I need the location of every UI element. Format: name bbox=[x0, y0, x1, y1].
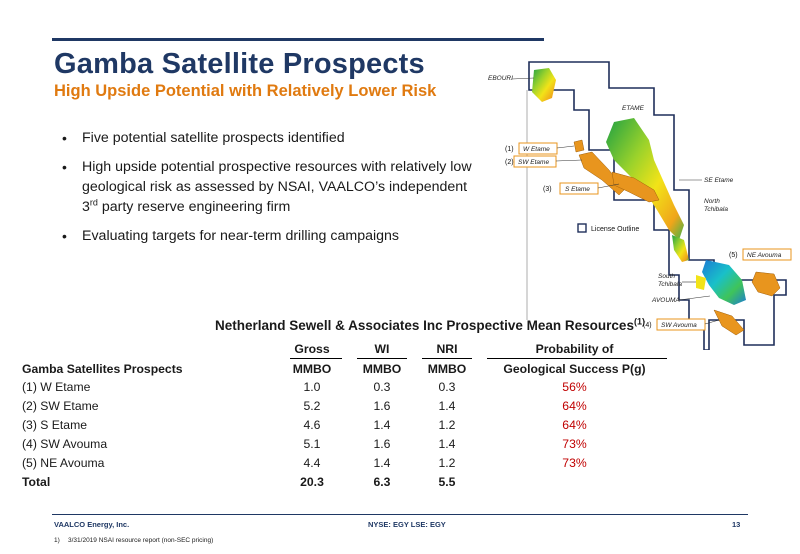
se-etame-label: SE Etame bbox=[704, 177, 734, 184]
prob-header-underline bbox=[487, 358, 667, 359]
table-total-row: Total 20.3 6.3 5.5 bbox=[22, 475, 456, 489]
table-title: Netherland Sewell & Associates Inc Prosp… bbox=[215, 316, 645, 333]
prospect-num-5: (5) bbox=[729, 252, 738, 259]
sw-avouma-prospect bbox=[713, 309, 745, 336]
w-etame-prospect bbox=[573, 139, 585, 153]
sw-etame-prospect bbox=[578, 151, 625, 196]
prospect-num-4: (4) bbox=[643, 322, 652, 329]
sw-etame-label: SW Etame bbox=[518, 159, 549, 166]
prospect-num-1: (1) bbox=[505, 146, 514, 153]
avouma-label: AVOUMA bbox=[651, 297, 680, 304]
prospect-map: EBOURI ETAME (1) W Etame (2) SW Etame (3… bbox=[488, 61, 792, 350]
avouma-field bbox=[702, 260, 746, 305]
ebouri-field bbox=[532, 68, 556, 102]
south-tchibala-label-1: South bbox=[658, 273, 675, 280]
north-tchibala-label-2: Tchibala bbox=[704, 206, 728, 213]
etame-label: ETAME bbox=[622, 105, 645, 112]
table-row: (4) SW Avouma 5.1 1.6 1.4 73% bbox=[22, 437, 587, 451]
s-etame-label: S Etame bbox=[565, 186, 590, 193]
south-tchibala-field bbox=[696, 275, 706, 290]
bullet-list: Five potential satellite prospects ident… bbox=[62, 128, 482, 255]
table-header-row-top: Gross WI NRI Probability of bbox=[294, 342, 614, 356]
page-subtitle: High Upside Potential with Relatively Lo… bbox=[54, 82, 437, 100]
table-row: (2) SW Etame 5.2 1.6 1.4 64% bbox=[22, 399, 587, 413]
south-tchibala-label-2: Tchibala bbox=[658, 281, 682, 288]
bullet-item: Five potential satellite prospects ident… bbox=[62, 128, 482, 148]
table-row: (3) S Etame 4.6 1.4 1.2 64% bbox=[22, 418, 587, 432]
bullet-item: Evaluating targets for near-term drillin… bbox=[62, 226, 482, 246]
ne-avouma-label: NE Avouma bbox=[747, 252, 782, 259]
nri-header-underline bbox=[422, 358, 472, 359]
table-row: (1) W Etame 1.0 0.3 0.3 56% bbox=[22, 380, 587, 394]
footer-tickers: NYSE: EGY LSE: EGY bbox=[368, 520, 446, 529]
license-outline-label: License Outline bbox=[591, 226, 639, 233]
prospect-num-3: (3) bbox=[543, 186, 552, 193]
north-tchibala-field bbox=[672, 235, 689, 262]
prospect-num-2: (2) bbox=[505, 159, 514, 166]
s-etame-prospect bbox=[611, 171, 660, 203]
sw-avouma-label: SW Avouma bbox=[661, 322, 697, 329]
title-rule bbox=[52, 38, 544, 41]
etame-field bbox=[606, 118, 684, 240]
table-header-row: Gamba Satellites Prospects MMBO MMBO MMB… bbox=[22, 362, 646, 376]
bullet-item: High upside potential prospective resour… bbox=[62, 157, 482, 217]
footnote: 1) 3/31/2019 NSAI resource report (non-SE… bbox=[54, 537, 214, 544]
north-tchibala-label-1: North bbox=[704, 198, 720, 205]
wi-header-underline bbox=[357, 358, 407, 359]
footer-company: VAALCO Energy, Inc. bbox=[54, 520, 130, 529]
page-number: 13 bbox=[732, 520, 741, 529]
w-etame-label: W Etame bbox=[523, 146, 550, 153]
gross-header-underline bbox=[290, 358, 342, 359]
ebouri-label: EBOURI bbox=[488, 75, 513, 82]
page-title: Gamba Satellite Prospects bbox=[54, 48, 425, 80]
ne-avouma-prospect bbox=[751, 271, 781, 297]
footer-rule bbox=[52, 514, 748, 515]
table-row: (5) NE Avouma 4.4 1.4 1.2 73% bbox=[22, 456, 587, 470]
